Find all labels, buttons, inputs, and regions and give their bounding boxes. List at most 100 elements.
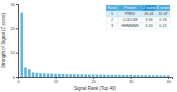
bar	[84, 74, 87, 77]
tick-label: 30	[11, 2, 16, 7]
bar	[133, 75, 136, 77]
table-cell	[106, 23, 118, 29]
tick-label: 10	[11, 50, 16, 55]
bar	[69, 74, 72, 77]
bar	[92, 74, 95, 77]
table-text: 2	[111, 18, 113, 22]
table-text: 3.20	[145, 24, 152, 28]
bar	[148, 75, 151, 77]
tick: 10	[54, 77, 59, 84]
bar	[144, 75, 147, 77]
table-cell	[118, 11, 142, 17]
tick-label: 20	[11, 26, 16, 31]
table-cell	[106, 11, 118, 17]
table: Rank Protein Z scoreS score 1 PRR2 26.41 22.47…	[106, 5, 170, 29]
bar	[96, 75, 99, 77]
bar	[103, 75, 106, 77]
tick-mark	[16, 4, 18, 5]
tick: 30	[129, 77, 134, 84]
table-cell	[142, 17, 156, 23]
table-cell	[142, 11, 156, 17]
bar	[159, 75, 162, 77]
tick-label: 0	[17, 79, 20, 84]
bar	[58, 74, 61, 77]
table-text: 0.74	[159, 18, 166, 22]
bar	[107, 75, 110, 77]
bar	[167, 75, 170, 77]
tick-label: 20	[91, 79, 96, 84]
bar	[28, 69, 31, 77]
table-text: 0.12	[159, 24, 166, 28]
bar	[73, 74, 76, 77]
table-header: Z score	[143, 6, 156, 10]
table-cell	[106, 5, 118, 11]
bar	[118, 75, 121, 77]
chart: 0 10 20 30 40 0 10 20 30 Signal Rank (Top 40) Stre…	[0, 0, 177, 92]
bar	[129, 75, 132, 77]
bar	[32, 72, 35, 77]
bar	[111, 75, 114, 77]
y-title: Strength of Signal (Z score)	[1, 12, 6, 68]
tick-label: 30	[129, 79, 134, 84]
bar	[122, 75, 125, 77]
bar	[137, 75, 140, 77]
table-text: PRR2	[125, 12, 135, 16]
table-header: Rank	[108, 6, 117, 10]
tick: 0	[17, 77, 20, 84]
table-text: HMMMNN	[121, 24, 139, 28]
tick-mark	[16, 28, 18, 29]
x-title: Signal Rank (Top 40)	[74, 86, 117, 91]
plot: 0 10 20 30 40 0 10 20 30	[11, 2, 173, 84]
bar	[50, 74, 53, 77]
table-header: S score	[157, 6, 170, 10]
bar	[35, 73, 38, 77]
table-cell	[156, 11, 170, 17]
table-text: 22.47	[158, 12, 168, 16]
y-axis: 0 10 20 30	[11, 2, 19, 80]
bar	[20, 13, 23, 77]
bar	[152, 75, 155, 77]
table-cell	[118, 17, 142, 23]
table-text: 3	[111, 24, 113, 28]
bar	[99, 75, 102, 77]
table-cell	[142, 23, 156, 29]
bar	[156, 75, 159, 77]
table-cell	[156, 17, 170, 23]
bar	[66, 74, 69, 77]
bar	[88, 74, 91, 77]
tick: 40	[167, 77, 172, 84]
tick: 20	[91, 77, 96, 84]
bar	[54, 74, 57, 77]
bars	[20, 13, 169, 77]
bar	[62, 74, 65, 77]
bar	[126, 75, 129, 77]
tick: 10	[11, 50, 18, 55]
tick-mark	[16, 77, 18, 78]
table-cell	[118, 5, 142, 11]
bar	[81, 74, 84, 77]
x-axis: 0 10 20 30 40	[17, 77, 172, 84]
tick-label: 10	[54, 79, 59, 84]
bar	[39, 73, 42, 77]
table-text: 26.41	[144, 12, 154, 16]
bar	[141, 75, 144, 77]
tick-label: 40	[167, 79, 172, 84]
table-cell	[156, 5, 170, 11]
bar	[24, 67, 27, 77]
tick-mark	[16, 53, 18, 54]
table-text: 1	[111, 12, 113, 16]
bar	[163, 75, 166, 77]
tick-label: 0	[13, 75, 16, 80]
bar	[114, 75, 117, 77]
table-cell	[156, 23, 170, 29]
axis-line	[16, 5, 19, 78]
tick: 20	[11, 26, 18, 31]
bar	[43, 73, 46, 77]
tick: 30	[11, 2, 18, 7]
table-header: Protein	[124, 6, 136, 10]
bar	[77, 74, 80, 77]
table-cell	[142, 5, 156, 11]
bar	[47, 73, 50, 77]
tick: 0	[13, 75, 18, 80]
table-cell	[118, 23, 142, 29]
